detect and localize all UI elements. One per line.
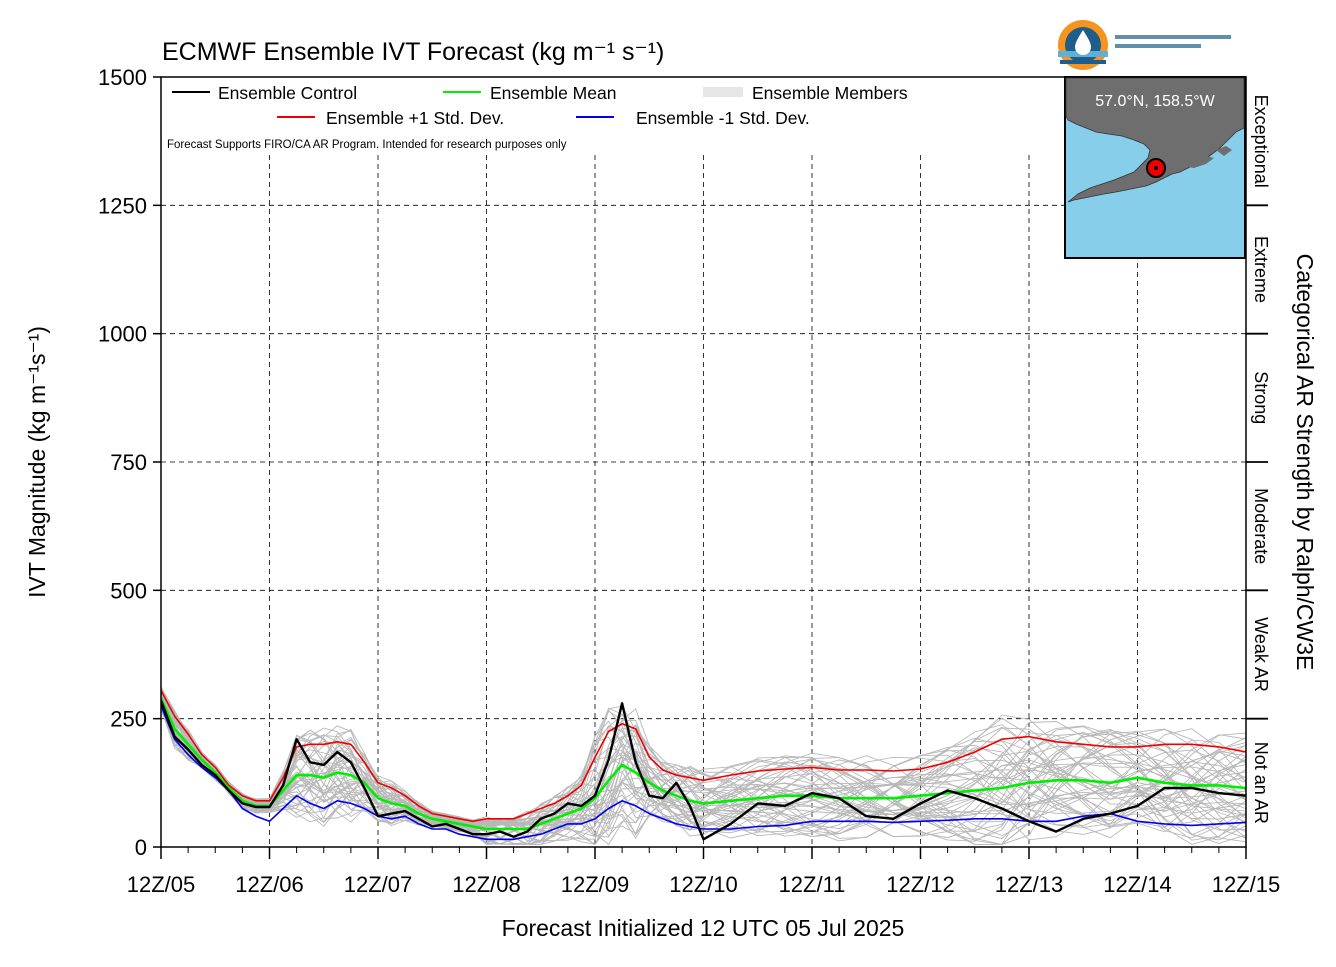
x-tick-label: 12Z/05 [127,872,196,897]
ensemble-member-line [161,688,1246,839]
ensemble-member-line [161,689,1246,837]
ensemble-member-line [161,704,1246,836]
series-line-ensemble-mean [161,697,1246,831]
logo-drop-icon [1075,30,1091,55]
y-tick-label: 250 [110,707,147,732]
legend-label: Ensemble -1 Std. Dev. [636,108,810,128]
ensemble-member-line [161,699,1246,845]
y-tick-label: 500 [110,578,147,603]
x-tick-label: 12Z/15 [1212,872,1281,897]
disclaimer-text: Forecast Supports FIRO/CA AR Program. In… [167,139,567,151]
axis-ticks: 0 250 500 750 1000 1250 1500 12Z/05 12Z/06 12Z/07… [98,65,1280,897]
ensemble-member-line [161,695,1246,845]
ensemble-member-line [161,708,1246,842]
ensemble-member-line [161,699,1246,845]
inset-location-label: 57.0°N, 158.5°W [1095,93,1215,110]
ensemble-member-line [161,709,1246,835]
x-tick-label: 12Z/14 [1103,872,1172,897]
x-tick-label: 12Z/13 [995,872,1064,897]
ensemble-member-line [161,691,1246,842]
ensemble-member-line [161,698,1246,841]
y-axis-label: IVT Magnitude (kg m⁻¹s⁻¹) [24,326,50,598]
legend-label: Ensemble +1 Std. Dev. [326,108,504,128]
category-label: Strong [1251,371,1271,424]
legend-label: Ensemble Mean [490,83,616,103]
cw3e-logo [1058,20,1231,70]
right-axis-label: Categorical AR Strength by Ralph/CW3E [1292,254,1318,671]
series-line-ensemble-1-std-dev- [161,705,1246,841]
x-tick-label: 12Z/12 [886,872,955,897]
ensemble-member-line [161,698,1246,845]
category-label: Not an AR [1251,742,1271,824]
chart-title: ECMWF Ensemble IVT Forecast (kg m⁻¹ s⁻¹) [162,38,664,66]
inset-map: 57.0°N, 158.5°W [1064,76,1246,259]
legend-label: Ensemble Members [752,83,908,103]
category-label: Weak AR [1251,617,1271,692]
x-tick-label: 12Z/06 [235,872,304,897]
x-tick-label: 12Z/09 [561,872,630,897]
category-label: Extreme [1251,236,1271,303]
ensemble-member-line [161,691,1246,845]
legend: Ensemble Control Ensemble Mean Ensemble Me… [172,83,908,128]
series-lines [161,690,1246,841]
y-tick-label: 1250 [98,193,147,218]
x-tick-label: 12Z/08 [452,872,521,897]
inset-island-2 [1216,146,1232,156]
inset-island-1 [1182,156,1214,168]
ensemble-member-line [161,708,1246,840]
series-line-ensemble-1-std-dev- [161,690,1246,823]
x-tick-label: 12Z/11 [779,872,846,897]
ensemble-member-line [161,687,1246,833]
ensemble-member-line [161,700,1246,827]
legend-label: Ensemble Control [218,83,357,103]
y-tick-label: 1500 [98,65,147,90]
ensemble-member-line [161,692,1246,845]
x-tick-label: 12Z/07 [344,872,413,897]
x-tick-label: 12Z/10 [669,872,738,897]
grid-lines [161,155,1246,847]
category-label: Exceptional [1251,95,1271,188]
logo-text-line-2 [1115,44,1201,48]
ensemble-member-line [161,693,1246,841]
y-tick-label: 1000 [98,322,147,347]
category-label: Moderate [1251,488,1271,564]
ar-category-axis: Not an AR Weak AR Moderate Strong Extreme Exc… [1246,95,1271,824]
location-marker-dot [1154,166,1158,170]
logo-wave2-icon [1060,60,1106,64]
y-tick-label: 0 [135,835,147,860]
ensemble-member-line [161,701,1246,835]
series-line-ensemble-control [161,700,1246,841]
y-tick-label: 750 [110,450,147,475]
x-axis-label: Forecast Initialized 12 UTC 05 Jul 2025 [502,915,905,941]
ensemble-member-line [161,691,1246,837]
logo-text-line-1 [1115,35,1231,39]
